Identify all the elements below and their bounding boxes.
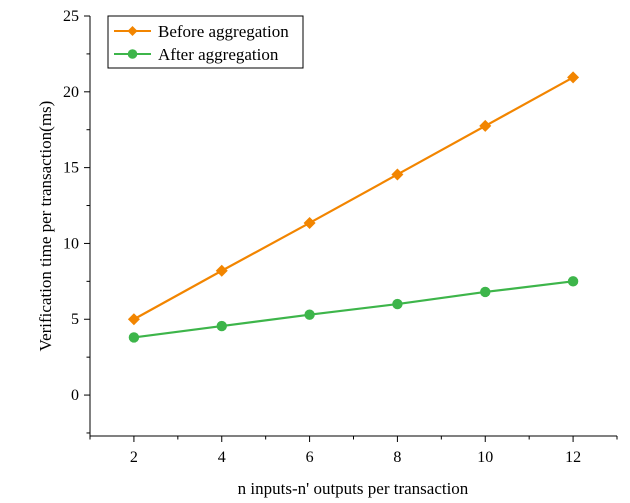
x-tick-label: 6 <box>306 449 314 466</box>
y-tick-label: 5 <box>71 311 79 328</box>
data-point-after-aggregation <box>128 332 140 343</box>
data-point-before-aggregation <box>391 168 404 181</box>
data-point-before-aggregation <box>127 313 140 326</box>
y-axis-label: Verification time per transaction(ms) <box>36 101 55 352</box>
y-tick-label: 20 <box>63 84 79 101</box>
legend-box <box>107 15 304 69</box>
x-tick-label: 4 <box>218 449 226 466</box>
legend-label-after-aggregation: After aggregation <box>158 45 279 64</box>
y-tick-label: 0 <box>71 387 79 404</box>
legend-diamond-icon-before-aggregation <box>127 26 138 36</box>
axes <box>89 16 617 437</box>
x-tick-label: 12 <box>565 449 581 466</box>
data-point-before-aggregation <box>303 216 316 229</box>
x-tick-label: 10 <box>477 449 493 466</box>
data-point-before-aggregation <box>215 264 228 277</box>
data-point-after-aggregation <box>567 276 579 287</box>
data-point-before-aggregation <box>479 119 492 132</box>
data-point-after-aggregation <box>392 298 403 310</box>
data-point-after-aggregation <box>304 309 315 320</box>
y-tick-label: 25 <box>63 8 79 25</box>
series-line-before-aggregation <box>132 76 575 321</box>
series-layer <box>127 71 580 343</box>
y-ticks: 0 5 10 15 20 25 <box>63 8 90 434</box>
y-tick-label: 15 <box>63 160 79 177</box>
legend-circle-icon-after-aggregation <box>127 49 138 59</box>
x-tick-label: 2 <box>130 449 138 466</box>
data-point-after-aggregation <box>480 286 491 298</box>
data-point-after-aggregation <box>216 320 227 332</box>
data-point-before-aggregation <box>567 71 580 84</box>
y-tick-label: 10 <box>63 235 79 252</box>
legend: Before aggregation After aggregation <box>107 15 304 69</box>
x-ticks: 2 4 6 8 10 12 <box>89 436 618 466</box>
series-line-after-aggregation <box>132 280 575 339</box>
x-axis-label: n inputs-n' outputs per transaction <box>238 479 469 498</box>
x-tick-label: 8 <box>393 449 401 466</box>
legend-label-before-aggregation: Before aggregation <box>158 22 289 41</box>
